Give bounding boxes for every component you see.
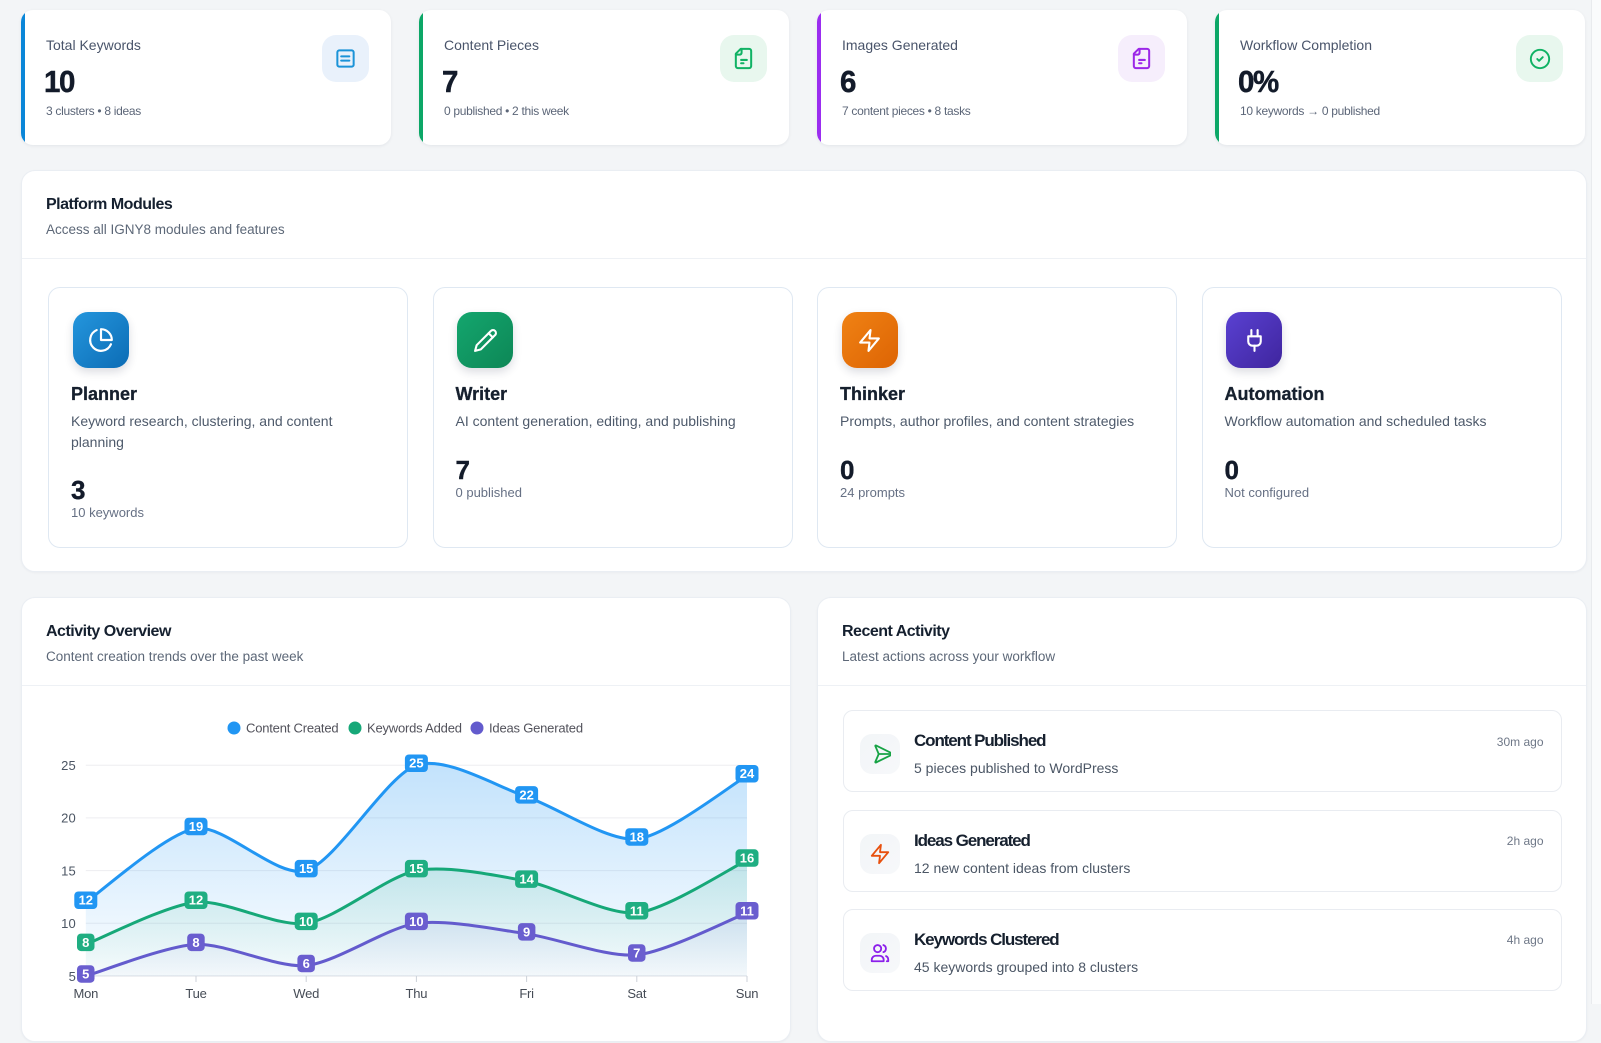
svg-text:5: 5 [69,969,76,984]
svg-text:14: 14 [519,872,534,887]
svg-text:7: 7 [633,945,640,960]
svg-text:12: 12 [79,893,93,908]
svg-text:15: 15 [299,861,313,876]
svg-text:19: 19 [189,819,203,834]
svg-text:15: 15 [409,861,423,876]
svg-text:11: 11 [740,903,754,918]
svg-text:20: 20 [61,811,76,826]
svg-text:10: 10 [299,914,313,929]
svg-text:Ideas Generated: Ideas Generated [489,721,583,736]
svg-text:8: 8 [192,935,199,950]
svg-text:Fri: Fri [519,986,534,1001]
svg-text:Thu: Thu [405,986,427,1001]
svg-text:Sun: Sun [736,986,759,1001]
svg-text:24: 24 [740,766,755,781]
svg-text:25: 25 [61,758,76,773]
svg-text:Tue: Tue [185,986,206,1001]
svg-text:5: 5 [82,967,89,982]
svg-text:8: 8 [82,935,89,950]
svg-text:Keywords Added: Keywords Added [367,721,462,736]
svg-text:16: 16 [740,851,754,866]
svg-text:25: 25 [409,756,423,771]
svg-text:15: 15 [61,863,76,878]
svg-text:11: 11 [630,903,644,918]
svg-text:Sat: Sat [627,986,647,1001]
svg-text:6: 6 [303,956,310,971]
svg-text:18: 18 [630,830,644,845]
svg-text:Wed: Wed [293,986,319,1001]
svg-text:Mon: Mon [73,986,98,1001]
svg-text:9: 9 [523,924,530,939]
svg-text:Content Created: Content Created [246,721,338,736]
svg-text:12: 12 [189,893,203,908]
svg-text:10: 10 [409,914,423,929]
svg-text:22: 22 [519,787,533,802]
svg-text:10: 10 [61,916,76,931]
